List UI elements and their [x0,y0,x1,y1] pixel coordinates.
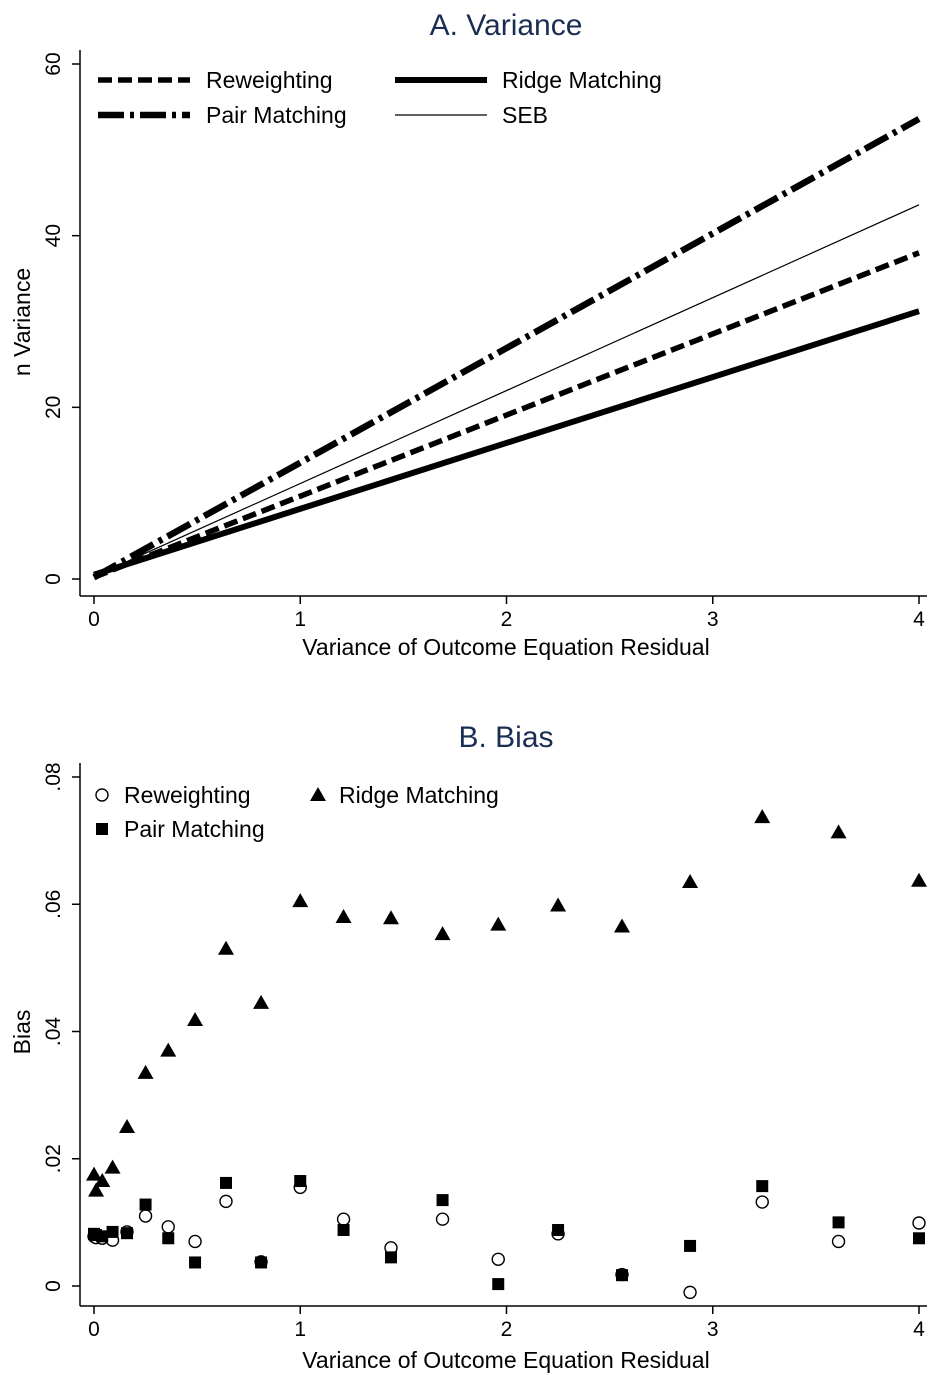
chart-b-y-axis-label: Bias [9,1010,35,1055]
point-pair-matching [913,1232,925,1245]
chart-b-x-tick-label: 4 [913,1318,925,1341]
chart-b-x-tick-label: 3 [707,1318,719,1341]
point-reweighting [683,1285,697,1300]
series-line-ridge-matching [93,308,920,578]
point-ridge-matching [292,893,309,908]
legend-label: SEB [502,102,548,128]
point-pair-matching [220,1176,232,1189]
point-ridge-matching [911,872,927,887]
point-pair-matching [616,1269,628,1282]
legend-label: Reweighting [124,782,251,808]
point-pair-matching [385,1251,397,1264]
point-pair-matching [832,1216,845,1229]
point-ridge-matching [490,916,507,931]
chart-b-x-tick-label: 1 [294,1318,306,1341]
chart-b-y-tick-label: .04 [42,1017,65,1047]
chart-b-x-axis-label: Variance of Outcome Equation Residual [302,1347,709,1373]
point-pair-matching [139,1198,152,1211]
point-ridge-matching [104,1159,121,1174]
point-ridge-matching [383,910,399,925]
point-ridge-matching [218,940,234,955]
chart-a-title: A. Variance [430,9,583,42]
point-pair-matching [106,1225,119,1238]
point-pair-matching [294,1175,307,1188]
series-line-pair-matching [92,116,921,581]
chart-a-x-tick-label: 3 [707,608,719,631]
point-ridge-matching [88,1182,105,1197]
point-ridge-matching [119,1118,135,1133]
chart-b-y-tick-label: .06 [42,890,65,919]
point-reweighting [161,1220,175,1234]
point-ridge-matching [160,1042,177,1057]
point-ridge-matching [94,1173,111,1188]
legend-marker-pair-matching [96,823,108,835]
chart-a-x-tick-label: 2 [501,608,513,631]
legend-label: Pair Matching [206,102,347,128]
chart-b-x-tick-label: 0 [88,1318,100,1341]
chart-a-y-tick-label: 0 [42,573,65,585]
series-line-reweighting [92,250,921,580]
point-reweighting [755,1195,769,1209]
chart-a-y-tick-label: 20 [42,396,65,419]
legend-label: Ridge Matching [339,782,499,808]
point-reweighting [138,1209,153,1223]
point-ridge-matching [86,1166,102,1181]
point-pair-matching [684,1239,697,1252]
legend-marker-reweighting [95,788,109,802]
point-ridge-matching [550,897,567,912]
chart-a-y-tick-label: 60 [42,52,65,75]
chart-a-x-tick-label: 1 [294,608,306,631]
point-ridge-matching [830,824,847,839]
point-ridge-matching [682,873,699,888]
legend-label: Reweighting [206,67,333,93]
chart-b-y-tick-label: .02 [42,1144,65,1173]
point-ridge-matching [614,918,630,933]
chart-a-y-axis-label: n Variance [9,268,35,376]
point-pair-matching [492,1278,505,1291]
legend-label: Ridge Matching [502,67,662,93]
chart-b-plot: 0 1 2 3 4 0 .02 .04 .06 .08 Reweighting Ridge Match… [42,762,927,1341]
point-reweighting [831,1234,846,1249]
point-ridge-matching [754,809,771,824]
point-reweighting [912,1216,926,1230]
chart-b-x-tick-label: 2 [501,1318,513,1341]
chart-a-x-tick-label: 4 [913,608,925,631]
chart-a-x-axis-label: Variance of Outcome Equation Residual [302,634,709,660]
point-pair-matching [756,1180,769,1193]
point-pair-matching [337,1224,350,1237]
point-reweighting [188,1234,202,1249]
point-pair-matching [96,1230,109,1243]
series-line-seb [93,204,920,577]
point-ridge-matching [137,1064,154,1079]
point-reweighting [491,1252,505,1266]
point-reweighting [336,1212,351,1226]
point-pair-matching [436,1194,449,1207]
point-ridge-matching [434,926,451,941]
point-pair-matching [121,1227,133,1240]
point-reweighting [219,1194,233,1209]
point-pair-matching [552,1224,565,1237]
chart-b-y-tick-label: 0 [42,1280,65,1292]
point-ridge-matching [335,908,352,923]
chart-b-title: B. Bias [458,721,553,754]
point-ridge-matching [253,994,270,1009]
point-pair-matching [255,1256,268,1269]
point-ridge-matching [187,1012,204,1027]
chart-b-y-tick-label: .08 [42,762,65,791]
point-pair-matching [189,1256,202,1269]
legend-label: Pair Matching [124,816,265,842]
chart-a-x-tick-label: 0 [88,608,100,631]
point-reweighting [435,1212,450,1226]
legend-marker-ridge-matching [310,787,326,801]
chart-a-y-tick-label: 40 [42,224,65,247]
point-pair-matching [162,1232,175,1245]
